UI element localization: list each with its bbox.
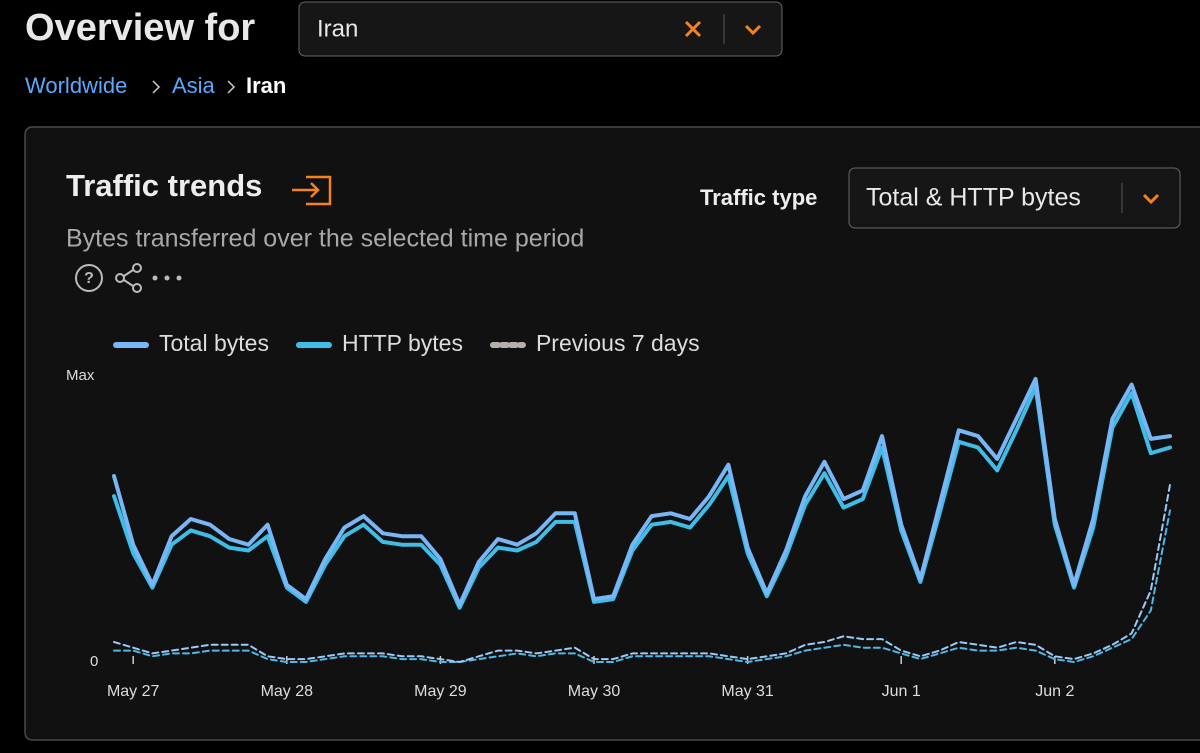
- select-box[interactable]: [298, 1, 783, 57]
- clear-icon[interactable]: [684, 20, 702, 38]
- y-tick-label: 0: [90, 653, 98, 670]
- chevron-icon[interactable]: [1142, 193, 1160, 205]
- select-value: Iran: [317, 15, 358, 42]
- more-icon[interactable]: [152, 275, 182, 281]
- breadcrumb-link[interactable]: Asia: [172, 73, 216, 98]
- page-title: Overview for: [25, 7, 255, 49]
- x-tick-label: May 27: [107, 683, 160, 700]
- breadcrumb-link[interactable]: Worldwide: [25, 73, 127, 98]
- expand-icon[interactable]: [292, 175, 332, 206]
- help-icon[interactable]: [75, 264, 103, 292]
- breadcrumb-separator: [227, 80, 236, 94]
- x-tick-label: May 28: [261, 683, 314, 700]
- legend-label: Total bytes: [159, 330, 269, 356]
- select-value: Total & HTTP bytes: [866, 184, 1081, 212]
- card-title: Traffic trends: [66, 168, 262, 203]
- legend-label: Previous 7 days: [536, 330, 700, 356]
- previous-line: [113, 483, 1171, 663]
- x-tick-label: May 29: [414, 683, 467, 700]
- country-select[interactable]: Iran: [298, 1, 783, 57]
- x-tick-label: Jun 1: [882, 683, 921, 700]
- breadcrumb-current: Iran: [246, 73, 286, 98]
- traffic-select[interactable]: Total & HTTP bytes: [848, 167, 1181, 229]
- card: [24, 126, 1200, 741]
- select-box[interactable]: [848, 167, 1181, 229]
- x-tick-label: Jun 2: [1035, 683, 1074, 700]
- series-line: [112, 385, 1172, 610]
- breadcrumb-separator: [152, 80, 161, 94]
- x-tick-label: May 31: [721, 683, 774, 700]
- previous-line: [113, 509, 1171, 663]
- help-glyph: ?: [84, 270, 94, 287]
- series-line: [112, 376, 1172, 607]
- chevron-icon[interactable]: [744, 24, 762, 36]
- legend-label: HTTP bytes: [342, 330, 463, 356]
- chart: 0 Max May 27 May 28 May 29 May 30 May 31 Jun 1 J…: [66, 330, 1172, 700]
- x-tick-label: May 30: [568, 683, 621, 700]
- control-label: Traffic type: [700, 185, 817, 210]
- share-icon[interactable]: [115, 263, 142, 293]
- card-subtitle: Bytes transferred over the selected time…: [66, 225, 584, 253]
- y-tick-label: Max: [66, 367, 95, 384]
